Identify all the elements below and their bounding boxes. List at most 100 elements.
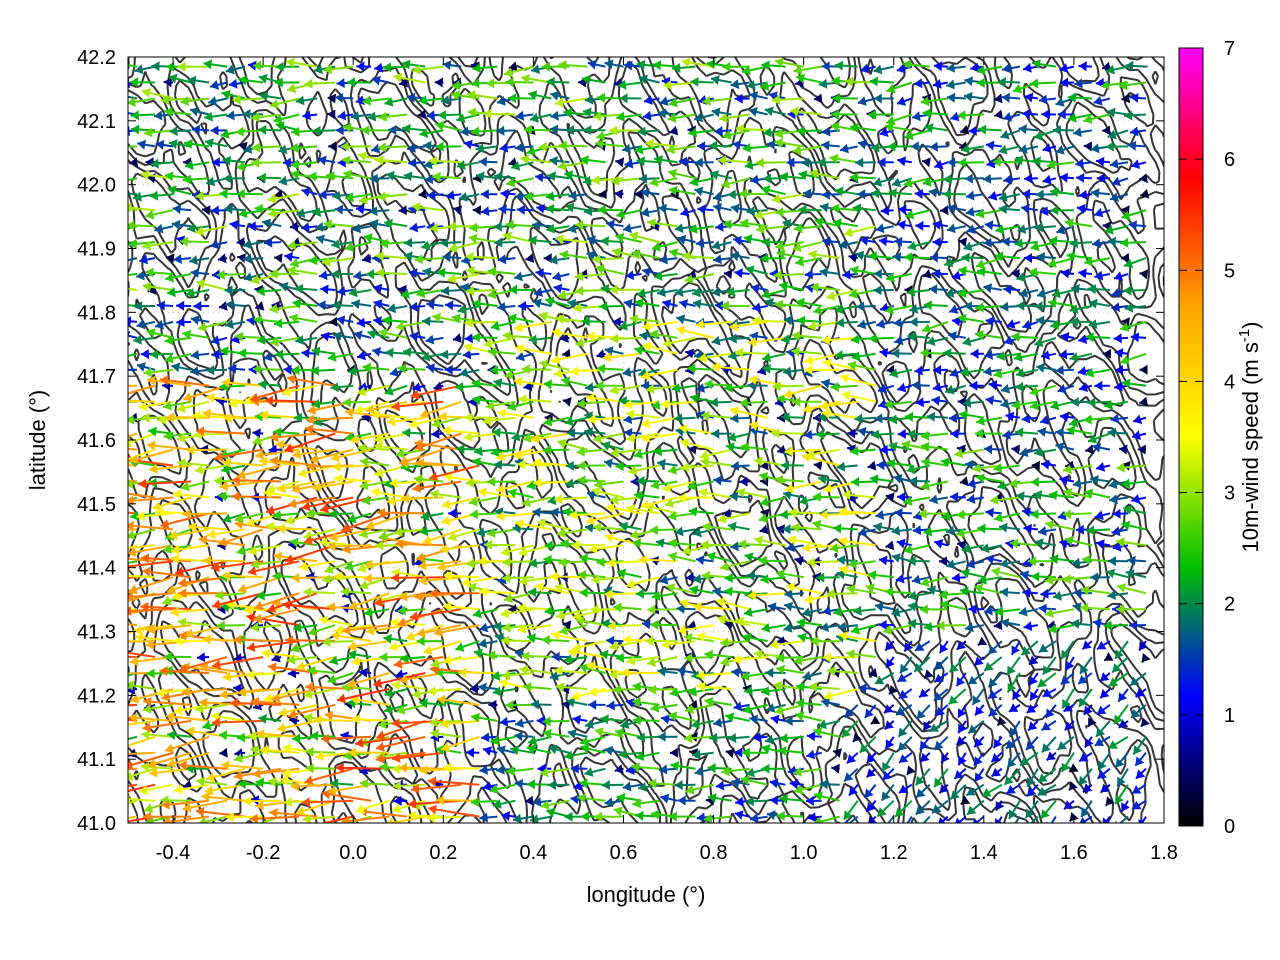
wind-vector-head xyxy=(264,237,273,248)
wind-vector-head xyxy=(515,343,525,354)
wind-vector-head xyxy=(907,618,917,629)
wind-vector-head xyxy=(85,651,93,661)
wind-vector-head xyxy=(382,315,391,326)
wind-vector-head xyxy=(418,560,427,571)
wind-vector-head xyxy=(1112,663,1122,673)
wind-vector-head xyxy=(545,191,555,202)
wind-vector-head xyxy=(560,538,569,549)
wind-vector-head xyxy=(156,300,165,311)
wind-vector-head xyxy=(140,761,150,772)
wind-vector-head xyxy=(684,274,694,284)
wind-vector-head xyxy=(693,601,702,612)
wind-vector-head xyxy=(711,335,721,346)
wind-vector-head xyxy=(273,551,283,562)
wind-vector-head xyxy=(1120,237,1129,248)
wind-vector-head xyxy=(243,253,252,264)
wind-vector-head xyxy=(876,460,885,471)
wind-vector-head xyxy=(856,301,865,312)
wind-vector-head xyxy=(1041,721,1051,731)
wind-vector-head xyxy=(196,279,206,289)
wind-vector-head xyxy=(539,359,549,370)
wind-vector-head xyxy=(1009,727,1019,737)
wind-vector-head xyxy=(282,767,291,778)
wind-vector-head xyxy=(321,733,330,744)
wind-vector-head xyxy=(284,443,294,453)
wind-vector-head xyxy=(679,299,689,309)
wind-vector-head xyxy=(389,478,398,488)
wind-vector-head xyxy=(1034,538,1044,548)
wind-vector-head xyxy=(272,571,281,582)
wind-vector-head xyxy=(666,583,676,593)
wind-vector-head xyxy=(490,320,500,331)
wind-vector-head xyxy=(657,458,666,469)
wind-vector-head xyxy=(427,190,436,200)
wind-vector-head xyxy=(698,352,707,363)
wind-vector-head xyxy=(220,346,229,357)
wind-vector-head xyxy=(793,766,802,777)
wind-vector-head xyxy=(281,386,291,397)
wind-vector-head xyxy=(553,368,563,379)
wind-vector-head xyxy=(116,742,125,752)
wind-vector-head xyxy=(514,271,523,282)
wind-vector-head xyxy=(594,811,603,822)
wind-vector-head xyxy=(1135,769,1146,779)
wind-vector-head xyxy=(898,784,909,793)
wind-vector-head xyxy=(178,630,188,641)
wind-vector-head xyxy=(336,315,346,326)
wind-vector-head xyxy=(600,714,609,725)
wind-vector-head xyxy=(136,511,146,522)
wind-vector-head xyxy=(315,751,324,762)
wind-vector-head xyxy=(960,795,971,805)
wind-vector-head xyxy=(1059,475,1069,486)
wind-vector xyxy=(195,809,246,818)
wind-vector-head xyxy=(985,395,995,406)
wind-vector-head xyxy=(994,512,1003,523)
wind-vector-head xyxy=(108,200,117,210)
wind-vector-head xyxy=(212,599,222,610)
wind-vector-head xyxy=(875,510,885,520)
wind-vector-head xyxy=(844,708,854,718)
wind-vector xyxy=(160,512,210,527)
wind-vector-head xyxy=(170,607,179,618)
wind-vector-head xyxy=(471,126,480,137)
wind-vector-head xyxy=(570,366,579,377)
wind-vector-head xyxy=(1096,173,1105,184)
wind-vector-head xyxy=(1021,203,1030,214)
wind-vector-head xyxy=(551,651,560,662)
wind-vector-head xyxy=(198,535,208,546)
wind-vector xyxy=(375,735,426,750)
wind-vector-head xyxy=(1083,141,1092,152)
wind-vector-head xyxy=(116,188,124,198)
wind-vector-head xyxy=(527,779,536,790)
wind-vector xyxy=(391,751,444,760)
wind-vector-head xyxy=(1079,817,1087,823)
wind-vector-head xyxy=(282,157,291,168)
wind-vector-head xyxy=(905,209,915,220)
wind-vector-head xyxy=(343,122,352,133)
wind-vector-head xyxy=(128,605,132,616)
wind-vector-head xyxy=(776,652,785,663)
wind-vector-head xyxy=(639,173,648,184)
wind-vector-head xyxy=(1124,258,1134,268)
wind-vector-head xyxy=(725,712,735,723)
wind-vector-head xyxy=(975,428,984,439)
wind-vector-head xyxy=(1114,714,1123,724)
wind-vector-head xyxy=(408,268,418,278)
wind-vector-head xyxy=(956,676,966,687)
wind-vector-head xyxy=(1036,252,1045,263)
wind-vector-head xyxy=(329,655,339,666)
wind-vector-head xyxy=(177,403,186,413)
wind-vector-head xyxy=(275,349,284,360)
wind-vector-head xyxy=(448,221,457,232)
wind-vector-head xyxy=(312,125,321,136)
wind-vector-head xyxy=(190,268,200,278)
wind-vector-head xyxy=(748,337,757,347)
wind-vector-head xyxy=(732,654,741,665)
wind-vector-head xyxy=(685,348,695,359)
wind-vector-head xyxy=(839,631,848,642)
wind-vector-head xyxy=(1002,429,1011,440)
wind-vector-head xyxy=(1016,491,1025,502)
wind-vector-head xyxy=(195,703,204,714)
wind-vector-head xyxy=(359,480,369,491)
wind-vector-head xyxy=(438,411,447,422)
